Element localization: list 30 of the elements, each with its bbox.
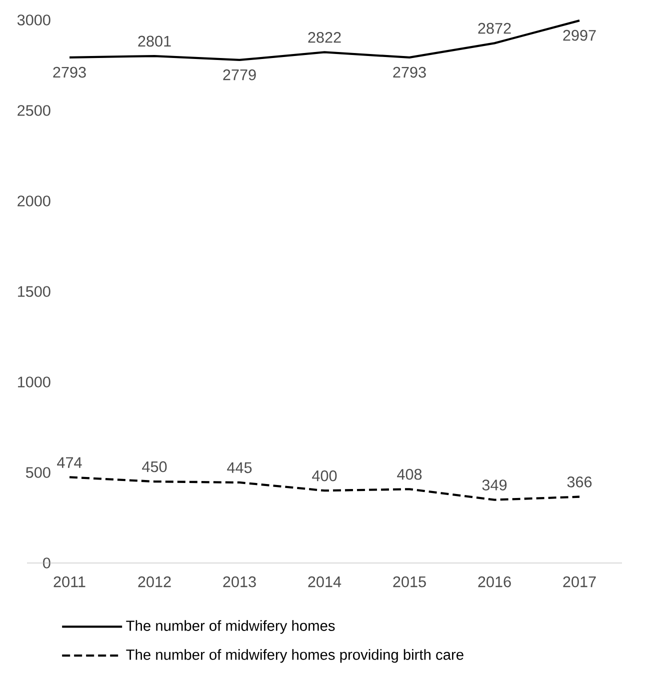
data-label: 2793 [393,66,426,78]
x-tick-label: 2017 [563,576,596,588]
y-tick-label: 0 [43,558,50,568]
data-label: 2872 [478,22,511,34]
data-label: 349 [482,480,507,490]
legend-label: The number of midwifery homes [126,620,335,634]
data-label: 2779 [223,69,256,80]
x-tick-label: 2013 [223,576,256,588]
x-tick-label: 2016 [478,576,511,588]
x-tick-label: 2011 [54,576,86,588]
legend-label: The number of midwifery homes providing birth care [126,649,464,663]
y-tick-label: 3000 [17,14,50,26]
data-label: 2822 [308,32,341,43]
y-tick-label: 2500 [18,105,50,116]
data-label: 2997 [563,30,596,41]
data-label: 408 [397,468,422,480]
x-tick-label: 2015 [393,576,426,588]
y-tick-label: 1000 [18,376,50,388]
data-label: 474 [57,457,82,468]
data-label: 445 [227,462,252,474]
x-tick-label: 2012 [138,576,171,588]
data-label: 2801 [138,36,171,47]
data-label: 400 [312,470,337,482]
data-label: 2793 [53,66,86,78]
y-tick-label: 2000 [18,196,50,206]
x-tick-label: 2014 [308,576,342,588]
y-tick-label: 500 [26,467,50,478]
data-label: 366 [567,476,592,488]
y-tick-label: 1500 [18,286,50,297]
data-label: 450 [142,461,167,472]
